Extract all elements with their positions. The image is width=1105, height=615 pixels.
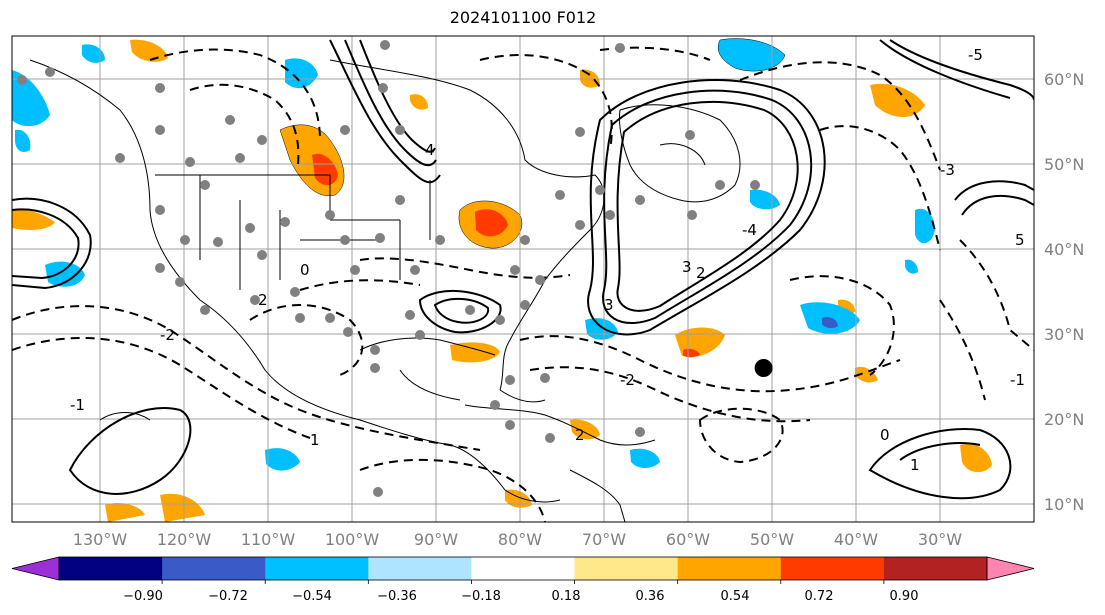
colorbar-segment [265, 557, 369, 580]
contour-label: -4 [742, 221, 757, 239]
contour-label: 2 [575, 426, 585, 444]
lon-label: 80°W [498, 530, 542, 549]
colorbar-labels: −0.90 −0.72 −0.54 −0.36 −0.18 0.18 0.36 … [123, 589, 918, 604]
contour-labels: 4 2 3 3 2 1 0 -1 -2 -3 -4 5 -5 1 0 -2 2 … [70, 46, 1025, 474]
lon-label: 60°W [666, 530, 710, 549]
colorbar-segment [883, 557, 988, 580]
position-marker [754, 359, 773, 377]
colorbar-tick-label: −0.90 [123, 589, 163, 604]
contour-label: 2 [696, 264, 706, 282]
lat-label: 50°N [1044, 155, 1084, 174]
station-dots [17, 40, 760, 497]
solid-contours [12, 39, 1034, 500]
map-layer: 4 2 3 3 2 1 0 -1 -2 -3 -4 5 -5 1 0 -2 2 … [12, 36, 1034, 522]
lon-label: 30°W [918, 530, 962, 549]
colorbar-segment [162, 557, 266, 580]
contour-label: -2 [160, 326, 175, 344]
colorbar-tick-label: 0.36 [636, 589, 665, 604]
lon-label: 90°W [414, 530, 458, 549]
colorbar-segment [780, 557, 885, 580]
lat-label: 40°N [1044, 240, 1084, 259]
contour-label: -3 [940, 161, 955, 179]
colorbar-tick-label: 0.90 [890, 589, 919, 604]
colorbar-extend-low [11, 556, 60, 581]
lon-label: 70°W [582, 530, 626, 549]
colorbar-tick-label: −0.36 [377, 589, 417, 604]
lat-label: 60°N [1044, 70, 1084, 89]
contour-label: 0 [300, 261, 310, 279]
colorbar [11, 556, 1035, 584]
lon-label: 100°W [325, 530, 380, 549]
lon-label: 50°W [750, 530, 794, 549]
contour-label: 4 [425, 141, 435, 159]
map-title: 2024101100 F012 [449, 8, 597, 27]
lat-label: 30°N [1044, 325, 1084, 344]
colorbar-tick-label: 0.18 [552, 589, 581, 604]
colorbar-segment [368, 557, 472, 580]
contour-label: 3 [682, 258, 692, 276]
colorbar-segment [574, 557, 679, 580]
contour-label: 1 [310, 431, 320, 449]
colorbar-extend-high [986, 556, 1035, 581]
contour-label: 5 [1015, 231, 1025, 249]
contour-label: -1 [70, 396, 85, 414]
lat-label: 20°N [1044, 410, 1084, 429]
contour-label: -2 [620, 371, 635, 389]
lat-label: 10°N [1044, 495, 1084, 514]
contour-label: 0 [880, 426, 890, 444]
colorbar-tick-label: −0.54 [292, 589, 332, 604]
colorbar-tick-label: 0.72 [805, 589, 834, 604]
contour-label: 3 [604, 296, 614, 314]
contour-label: 1 [910, 456, 920, 474]
lon-label: 110°W [241, 530, 296, 549]
lon-label: 130°W [73, 530, 128, 549]
colorbar-segment [677, 557, 782, 580]
lon-label: 120°W [157, 530, 212, 549]
contour-label: -5 [968, 46, 983, 64]
colorbar-segment [471, 557, 576, 580]
lon-label: 40°W [834, 530, 878, 549]
colorbar-tick-label: −0.18 [461, 589, 501, 604]
colorbar-tick-label: 0.54 [721, 589, 750, 604]
longitude-labels: 130°W 120°W 110°W 100°W 90°W 80°W 70°W 6… [73, 530, 962, 549]
colorbar-segment [59, 557, 163, 580]
map-frame [11, 35, 1035, 523]
latitude-labels: 60°N 50°N 40°N 30°N 20°N 10°N [1044, 70, 1084, 514]
colorbar-frame [58, 556, 988, 581]
contour-label: 2 [258, 291, 268, 309]
colorbar-tick-label: −0.72 [208, 589, 248, 604]
lat-lon-grid [12, 36, 1034, 522]
contour-label: -1 [1010, 371, 1025, 389]
